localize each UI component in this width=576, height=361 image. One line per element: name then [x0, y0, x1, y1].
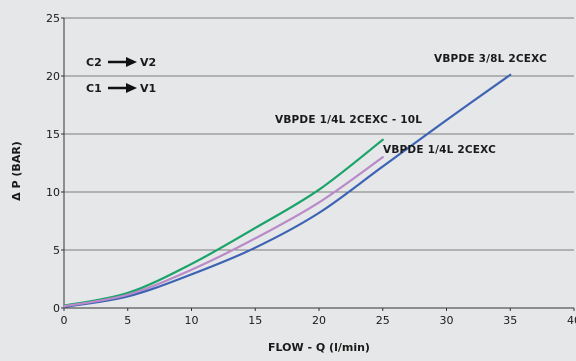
y-tick-label: 10 [46, 186, 60, 199]
note-from-0: C2 [86, 56, 102, 69]
x-axis-title: FLOW - Q (l/min) [268, 341, 370, 354]
x-tick-label: 20 [312, 314, 326, 327]
y-tick-label: 0 [53, 302, 60, 315]
y-tick-label: 5 [53, 244, 60, 257]
note-from-1: C1 [86, 82, 102, 95]
x-tick-label: 25 [376, 314, 390, 327]
grid-lines [64, 17, 574, 251]
x-tick-label: 30 [440, 314, 454, 327]
series-label-2: VBPDE 1/4L 2CEXC [383, 144, 496, 156]
note-to-1: V1 [140, 82, 156, 95]
y-tick-label: 20 [46, 70, 60, 83]
arrow-head-icon [126, 83, 137, 93]
arrow-head-icon [126, 57, 137, 67]
series-line-1 [62, 138, 384, 307]
tick-labels: 0 5 10 15 20 25 0 5 10 15 20 25 30 35 40 [46, 12, 576, 327]
x-tick-label: 5 [124, 314, 131, 327]
series-label-1: VBPDE 1/4L 2CEXC - 10L [275, 114, 422, 126]
x-tick-label: 35 [503, 314, 517, 327]
series-label-0: VBPDE 3/8L 2CEXC [434, 53, 547, 65]
y-axis-title: Δ P (BAR) [10, 141, 23, 201]
y-tick-label: 15 [46, 128, 60, 141]
x-tick-label: 15 [248, 314, 262, 327]
x-tick-label: 10 [185, 314, 199, 327]
note-to-0: V2 [140, 56, 156, 69]
x-tick-label: 40 [567, 314, 576, 327]
series-line-0 [62, 73, 512, 308]
series-lines [62, 73, 512, 308]
y-tick-label: 25 [46, 12, 60, 25]
series-labels: VBPDE 3/8L 2CEXC VBPDE 1/4L 2CEXC - 10L VB… [275, 53, 547, 156]
connection-notes: C2 V2 C1 V1 [86, 56, 156, 95]
axes [61, 17, 575, 311]
x-tick-label: 0 [61, 314, 68, 327]
series-line-2 [62, 156, 384, 308]
